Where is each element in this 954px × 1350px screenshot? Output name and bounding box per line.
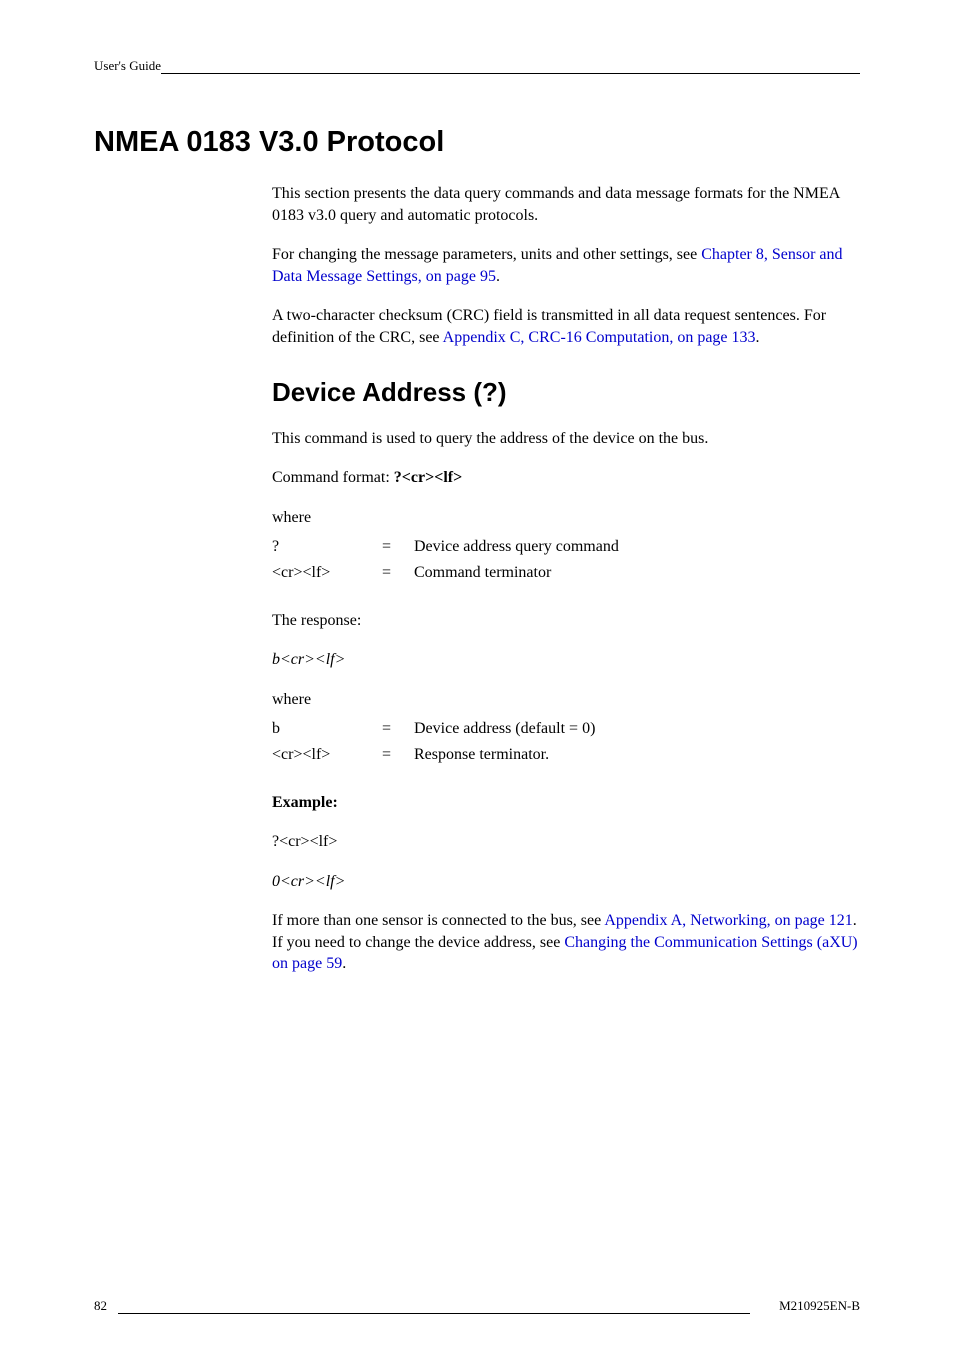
def-equals: =	[382, 560, 414, 586]
section1-body: This section presents the data query com…	[272, 183, 860, 349]
para-settings-ref: For changing the message parameters, uni…	[272, 244, 860, 287]
para-intro: This section presents the data query com…	[272, 183, 860, 226]
def-desc: Device address (default = 0)	[414, 716, 595, 742]
page-header: User's Guide	[94, 58, 860, 78]
para-final-refs: If more than one sensor is connected to …	[272, 910, 860, 975]
def-equals: =	[382, 742, 414, 768]
para-crc-ref: A two-character checksum (CRC) field is …	[272, 305, 860, 348]
header-label: User's Guide	[94, 58, 161, 74]
text-run: If more than one sensor is connected to …	[272, 912, 604, 929]
section-heading-device-address: Device Address (?)	[272, 377, 860, 408]
def-equals: =	[382, 534, 414, 560]
def-desc: Response terminator.	[414, 742, 595, 768]
where-label: where	[272, 689, 860, 711]
section-heading-nmea: NMEA 0183 V3.0 Protocol	[94, 126, 860, 159]
response-label: The response:	[272, 610, 860, 632]
footer-rule	[118, 1298, 750, 1314]
command-format-line: Command format: ?<cr><lf>	[272, 467, 860, 489]
def-symbol: <cr><lf>	[272, 742, 382, 768]
definition-table-command: ? = Device address query command <cr><lf…	[272, 534, 619, 585]
text-run: .	[756, 329, 760, 346]
page-number: 82	[94, 1298, 107, 1314]
table-row: <cr><lf> = Command terminator	[272, 560, 619, 586]
def-equals: =	[382, 716, 414, 742]
def-symbol: <cr><lf>	[272, 560, 382, 586]
where-label: where	[272, 507, 860, 529]
section2-body: This command is used to query the addres…	[272, 428, 860, 976]
link-appendix-c[interactable]: Appendix C, CRC-16 Computation, on page …	[443, 329, 756, 346]
text-run: Command format:	[272, 469, 394, 486]
response-format: b<cr><lf>	[272, 649, 860, 671]
link-appendix-a[interactable]: Appendix A, Networking, on page 121	[604, 912, 852, 929]
command-format-value: ?<cr><lf>	[394, 469, 462, 486]
table-row: ? = Device address query command	[272, 534, 619, 560]
table-row: b = Device address (default = 0)	[272, 716, 595, 742]
page-footer: 82 M210925EN-B	[94, 1298, 860, 1314]
text-run: For changing the message parameters, uni…	[272, 246, 701, 263]
text-run: .	[496, 268, 500, 285]
text-run: .	[342, 955, 346, 972]
example-response: 0<cr><lf>	[272, 871, 860, 893]
def-symbol: ?	[272, 534, 382, 560]
document-code: M210925EN-B	[779, 1298, 860, 1314]
def-desc: Command terminator	[414, 560, 619, 586]
def-symbol: b	[272, 716, 382, 742]
para-device-desc: This command is used to query the addres…	[272, 428, 860, 450]
example-command: ?<cr><lf>	[272, 831, 860, 853]
table-row: <cr><lf> = Response terminator.	[272, 742, 595, 768]
definition-table-response: b = Device address (default = 0) <cr><lf…	[272, 716, 595, 767]
example-label: Example:	[272, 792, 860, 814]
def-desc: Device address query command	[414, 534, 619, 560]
header-rule	[161, 58, 860, 74]
